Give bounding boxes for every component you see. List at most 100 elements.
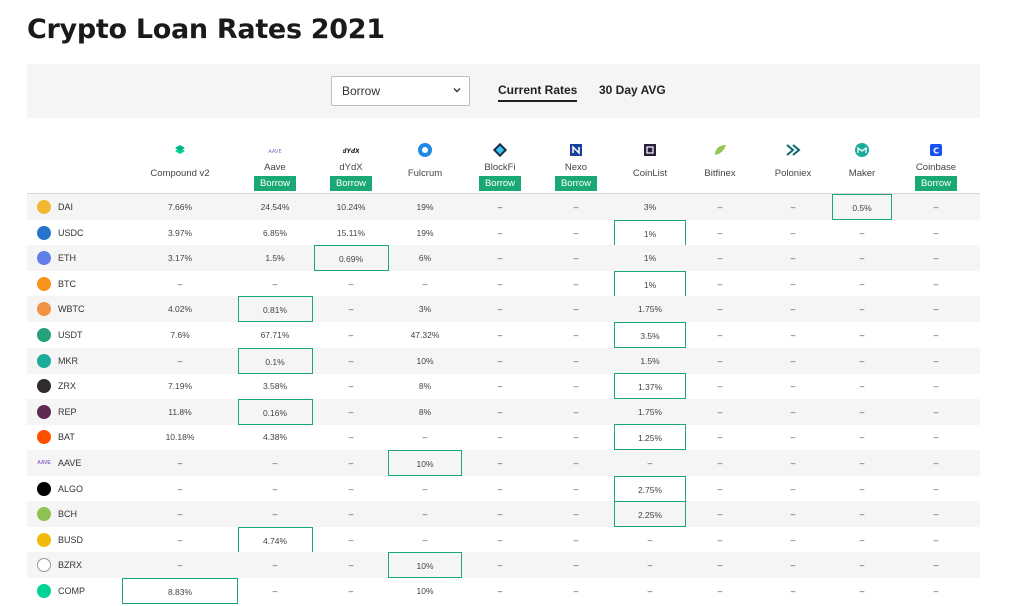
busd-icon: [37, 532, 51, 547]
rate-cell: 4.38%: [262, 432, 288, 443]
rate-cell: –: [933, 381, 939, 392]
table-row: BZRX – – – 10% – – – – – – –: [27, 552, 980, 579]
rate-cell: –: [348, 458, 354, 468]
provider-header-bitfinex: Bitfinex: [680, 142, 760, 179]
borrow-button[interactable]: Borrow: [478, 176, 522, 191]
rate-cell: –: [859, 432, 865, 443]
bzrx-icon: [37, 558, 51, 573]
rate-cell: 3.97%: [167, 227, 193, 238]
rate-cell: –: [573, 483, 579, 494]
asset-name: BAT: [58, 432, 75, 443]
best-rate-cell: 1.25%: [614, 424, 686, 451]
asset-name: DAI: [58, 202, 74, 212]
table-row: BCH – – – – – – 2.25% – – – –: [27, 501, 980, 528]
borrow-button[interactable]: Borrow: [914, 176, 958, 191]
asset-name: AAVE: [58, 458, 82, 468]
rate-cell: –: [717, 278, 723, 289]
rate-cell: –: [717, 432, 723, 443]
rate-cell: –: [177, 509, 183, 520]
rate-cell: –: [859, 304, 865, 315]
provider-header-maker: Maker: [822, 142, 902, 179]
asset-cell: ZRX: [37, 379, 76, 394]
asset-name: ZRX: [58, 381, 76, 392]
rate-cell: 3.17%: [167, 253, 193, 264]
page-title: Crypto Loan Rates 2021: [27, 14, 385, 45]
usdt-icon: [37, 328, 51, 342]
rate-cell: –: [790, 381, 796, 392]
table-row: USDT 7.6% 67.71% – 47.32% – – 3.5% – – – –: [27, 322, 980, 348]
provider-name: Maker: [848, 168, 876, 179]
rate-cell: –: [497, 534, 503, 545]
btc-icon: [37, 276, 51, 291]
rate-cell: –: [717, 202, 723, 212]
best-rate-cell: 4.74%: [237, 526, 313, 553]
rate-cell: –: [573, 227, 579, 238]
rate-cell: –: [422, 509, 428, 520]
rate-cell: –: [790, 432, 796, 443]
rate-cell: –: [859, 406, 865, 417]
provider-name: Bitfinex: [704, 168, 736, 179]
rate-cell: –: [497, 227, 503, 238]
rates-toolbar: Borrow Current Rates 30 Day AVG: [27, 64, 980, 118]
asset-name: USDC: [58, 227, 84, 238]
rate-cell: –: [177, 355, 183, 366]
mode-select[interactable]: Borrow: [331, 76, 470, 106]
rate-cell: –: [348, 381, 354, 392]
rate-cell: –: [790, 330, 796, 340]
svg-text:dYdX: dYdX: [343, 148, 359, 155]
asset-name: MKR: [58, 355, 78, 366]
rate-cell: 4.02%: [167, 304, 193, 315]
rate-cell: –: [933, 406, 939, 417]
asset-cell: USDC: [37, 225, 84, 240]
rate-cell: –: [422, 278, 428, 289]
tab-30-day-avg[interactable]: 30 Day AVG: [599, 83, 666, 97]
rate-cell: 3%: [643, 202, 657, 212]
rate-cell: –: [933, 534, 939, 545]
rate-cell: –: [717, 586, 723, 596]
asset-cell: MKR: [37, 353, 78, 368]
rate-cell: 1.5%: [640, 355, 660, 366]
rate-cell: –: [859, 381, 865, 392]
rate-cell: –: [497, 560, 503, 571]
rate-cell: 6%: [418, 253, 432, 264]
asset-cell: WBTC: [37, 302, 85, 317]
rate-cell: –: [573, 560, 579, 571]
provider-name: Nexo: [564, 162, 588, 173]
rate-cell: 3.58%: [262, 381, 288, 392]
borrow-button[interactable]: Borrow: [329, 176, 373, 191]
provider-header-poloniex: Poloniex: [753, 142, 833, 179]
rate-cell: –: [859, 560, 865, 571]
best-rate-cell: 10%: [388, 450, 462, 476]
rate-cell: –: [497, 406, 503, 417]
rate-cell: –: [790, 586, 796, 596]
rate-cell: –: [348, 483, 354, 494]
rate-cell: –: [348, 406, 354, 417]
rate-cell: –: [348, 330, 354, 340]
borrow-button[interactable]: Borrow: [253, 176, 297, 191]
provider-header-aave: AAVE Aave Borrow: [235, 142, 315, 191]
rate-cell: –: [348, 278, 354, 289]
rate-cell: 11.8%: [168, 406, 192, 417]
provider-name: Fulcrum: [407, 168, 443, 179]
tab-current-rates[interactable]: Current Rates: [498, 83, 578, 102]
provider-header-coinbase: C Coinbase Borrow: [896, 142, 976, 191]
header-divider: [27, 193, 980, 194]
rate-cell: –: [859, 330, 865, 340]
dydx-icon: dYdX: [342, 142, 360, 158]
rate-cell: –: [573, 381, 579, 392]
rate-cell: –: [933, 432, 939, 443]
table-row: USDC 3.97% 6.85% 15.11% 19% – – 1% – – – –: [27, 219, 980, 246]
rate-cell: –: [497, 483, 503, 494]
wbtc-icon: [37, 302, 51, 317]
rate-cell: –: [717, 560, 723, 571]
rate-cell: –: [717, 227, 723, 238]
asset-name: USDT: [58, 330, 83, 340]
rate-cell: –: [348, 432, 354, 443]
rate-cell: –: [272, 586, 278, 596]
borrow-button[interactable]: Borrow: [554, 176, 598, 191]
rate-cell: –: [573, 330, 579, 340]
best-rate-cell: 0.1%: [237, 347, 313, 374]
provider-header-coinlist: CoinList: [610, 142, 690, 179]
bitfinex-icon: [712, 142, 728, 158]
rate-cell: 19%: [416, 227, 434, 238]
